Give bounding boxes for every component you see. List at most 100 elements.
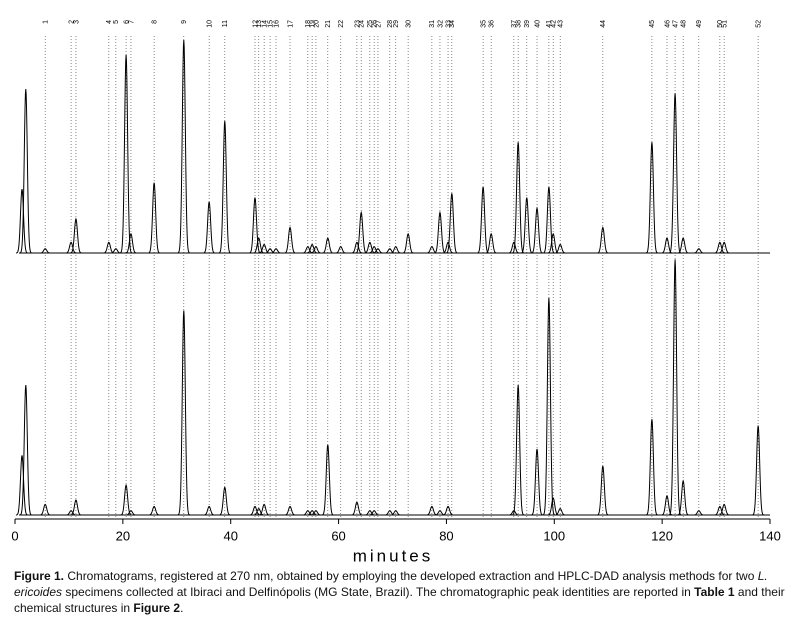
peak	[383, 248, 396, 254]
peak-label: 43	[558, 20, 565, 28]
peak-label: 46	[664, 20, 671, 28]
peak	[645, 419, 659, 516]
peak-label: 11	[222, 20, 229, 27]
peak-label: 29	[393, 20, 400, 28]
peak	[124, 510, 137, 516]
peak-label: 18	[305, 20, 312, 28]
peak	[252, 237, 265, 254]
peak	[512, 385, 525, 516]
peak-label: 34	[449, 20, 456, 28]
peak	[596, 226, 609, 254]
peak	[692, 248, 705, 254]
peak	[596, 465, 609, 516]
peak	[148, 182, 161, 254]
peak	[402, 232, 415, 254]
peak-label: 41	[546, 20, 553, 28]
peak	[677, 479, 690, 516]
peak	[485, 232, 498, 254]
peak	[752, 425, 765, 516]
peak	[283, 505, 297, 516]
peak	[554, 508, 567, 516]
peak	[283, 226, 297, 254]
peak	[554, 243, 567, 254]
caption-ref: Table 1	[694, 585, 735, 599]
peak-label: 17	[287, 20, 294, 28]
peak	[389, 510, 402, 516]
peak	[177, 39, 190, 254]
peak	[65, 510, 78, 516]
peak-label: 48	[681, 20, 688, 28]
peak	[389, 246, 402, 254]
x-tick-label: 140	[759, 528, 781, 543]
peak-label: 25	[367, 20, 374, 28]
peak-label: 23	[354, 20, 361, 28]
peak	[383, 510, 396, 516]
caption: Figure 1. Chromatograms, registered at 2…	[14, 568, 788, 616]
peak	[718, 241, 731, 254]
peak	[269, 248, 283, 254]
peak	[258, 243, 271, 254]
peak-label: 9	[181, 20, 188, 24]
peak	[334, 246, 347, 254]
x-tick-label: 80	[439, 528, 453, 543]
peak	[368, 246, 381, 254]
peak-label: 20	[313, 20, 320, 28]
peak	[248, 197, 262, 254]
x-tick-label: 120	[651, 528, 673, 543]
x-tick-label: 60	[331, 528, 345, 543]
peak	[355, 210, 368, 254]
peak	[109, 248, 122, 254]
peak-label: 3	[73, 20, 80, 24]
peak-label: 50	[717, 20, 724, 28]
peak	[542, 297, 556, 516]
peak	[363, 510, 376, 516]
peak-label: 27	[375, 20, 382, 28]
peak	[69, 217, 83, 254]
peak	[713, 241, 726, 254]
peak-label: 52	[755, 20, 762, 28]
peak	[203, 505, 216, 516]
peak-label: 7	[128, 20, 135, 24]
peak	[148, 505, 161, 516]
caption-ref: Figure 2	[133, 601, 181, 615]
peak	[306, 243, 319, 254]
peak	[203, 201, 216, 254]
peak	[668, 93, 682, 254]
peak	[477, 186, 490, 254]
peak	[660, 237, 674, 254]
peak-label: 40	[534, 20, 541, 28]
x-axis-label: minutes	[353, 546, 434, 565]
peak-label: 44	[600, 20, 607, 28]
peak	[19, 88, 32, 254]
peak-label: 14	[261, 20, 268, 28]
x-tick-label: 40	[223, 528, 237, 543]
peak-label: 15	[267, 20, 274, 28]
peak	[39, 248, 52, 254]
caption-text: and their chemical structures in	[14, 585, 785, 615]
caption-text: Chromatograms, registered at 270 nm, obt…	[64, 569, 758, 583]
peak-label: 39	[524, 20, 531, 28]
peak	[177, 310, 190, 516]
peak-label: 8	[151, 20, 158, 24]
peak	[306, 510, 319, 516]
peak-label: 22	[338, 20, 345, 28]
peak-label: 37	[511, 20, 518, 28]
peak	[433, 210, 447, 254]
peak-label: 6	[123, 20, 130, 24]
peak-label: 19	[309, 20, 316, 28]
peak-label: 1	[43, 20, 50, 24]
peak-label: 31	[429, 20, 436, 28]
peak	[445, 193, 458, 254]
peak-label: 10	[206, 20, 213, 28]
peak	[309, 246, 322, 254]
caption-text: .	[180, 601, 184, 615]
peak-label: 5	[113, 20, 120, 24]
peak	[507, 241, 520, 254]
peak-label: 32	[437, 20, 444, 28]
peak	[668, 259, 682, 516]
peak	[124, 232, 138, 254]
peak-label: 16	[273, 20, 280, 28]
peak	[19, 385, 32, 516]
